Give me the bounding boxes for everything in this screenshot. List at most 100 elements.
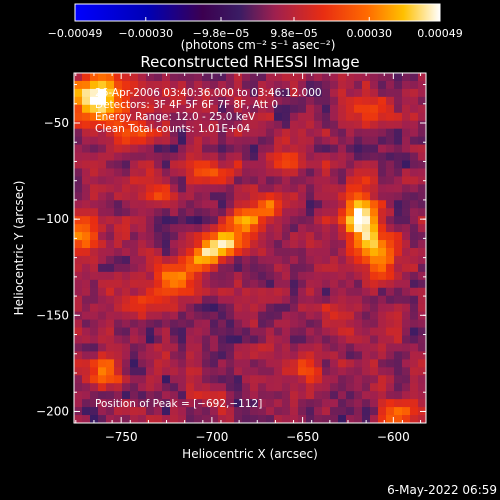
heatmap-cell (394, 303, 403, 313)
heatmap-cell (154, 88, 163, 98)
heatmap-cell (410, 160, 419, 170)
heatmap-cell (274, 216, 283, 225)
heatmap-cell (338, 295, 347, 305)
heatmap-cell (138, 295, 147, 305)
heatmap-cell (330, 335, 339, 345)
heatmap-cell (194, 407, 203, 416)
heatmap-cell (218, 351, 227, 360)
heatmap-cell (146, 399, 155, 408)
heatmap-cell (378, 136, 387, 146)
heatmap-cell (410, 232, 419, 241)
heatmap-cell (346, 224, 355, 233)
heatmap-cell (378, 391, 387, 400)
heatmap-cell (250, 208, 259, 217)
heatmap-cell (322, 80, 331, 90)
heatmap-cell (402, 279, 411, 289)
heatmap-cell (282, 73, 291, 82)
heatmap-cell (370, 112, 379, 122)
heatmap-cell (122, 192, 131, 201)
heatmap-cell (130, 192, 139, 201)
heatmap-cell (138, 184, 147, 193)
annotation-time-range: 26-Apr-2006 03:40:36.000 to 03:46:12.000 (95, 87, 322, 99)
heatmap-cell (290, 415, 299, 423)
heatmap-cell (250, 73, 259, 82)
heatmap-cell (258, 136, 267, 146)
heatmap-cell (290, 240, 299, 249)
heatmap-cell (186, 120, 195, 130)
heatmap-cell (370, 168, 379, 177)
heatmap-cell (194, 112, 203, 122)
heatmap-cell (354, 391, 363, 400)
heatmap-cell (114, 216, 123, 225)
heatmap-cell (146, 295, 155, 305)
heatmap-cell (146, 263, 155, 273)
heatmap-cell (154, 80, 163, 90)
heatmap-image (74, 73, 426, 423)
heatmap-cell (370, 96, 379, 106)
heatmap-cell (362, 375, 371, 384)
heatmap-cell (330, 80, 339, 90)
heatmap-cell (250, 287, 259, 297)
heatmap-cell (226, 112, 235, 122)
heatmap-cell (114, 375, 123, 384)
heatmap-cell (306, 311, 315, 321)
heatmap-cell (370, 255, 379, 265)
heatmap-cell (362, 327, 371, 337)
heatmap-cell (154, 73, 163, 82)
heatmap-cell (178, 112, 187, 122)
heatmap-cell (370, 208, 379, 217)
heatmap-cell (130, 224, 139, 233)
heatmap-cell (266, 319, 275, 329)
heatmap-cell (74, 160, 83, 170)
heatmap-cell (290, 73, 299, 82)
heatmap-cell (306, 104, 315, 114)
heatmap-cell (322, 160, 331, 170)
heatmap-cell (98, 311, 107, 321)
heatmap-cell (170, 136, 179, 146)
heatmap-cell (146, 232, 155, 241)
heatmap-cell (146, 375, 155, 384)
heatmap-cell (402, 335, 411, 345)
heatmap-cell (418, 104, 426, 114)
heatmap-cell (394, 311, 403, 321)
heatmap-cell (370, 104, 379, 114)
heatmap-cell (258, 367, 267, 376)
heatmap-cell (82, 128, 91, 138)
heatmap-cell (282, 224, 291, 233)
heatmap-cell (338, 271, 347, 281)
heatmap-cell (298, 295, 307, 305)
heatmap-cell (178, 319, 187, 329)
heatmap-cell (178, 144, 187, 154)
heatmap-cell (314, 224, 323, 233)
heatmap-cell (402, 160, 411, 170)
heatmap-cell (82, 279, 91, 289)
heatmap-cell (378, 232, 387, 241)
heatmap-cell (130, 112, 139, 122)
heatmap-cell (314, 232, 323, 241)
heatmap-cell (258, 96, 267, 106)
heatmap-cell (394, 104, 403, 114)
heatmap-cell (282, 263, 291, 273)
heatmap-cell (394, 176, 403, 185)
heatmap-cell (178, 192, 187, 201)
heatmap-cell (114, 168, 123, 177)
heatmap-cell (378, 216, 387, 225)
heatmap-cell (98, 184, 107, 193)
heatmap-cell (122, 240, 131, 249)
heatmap-cell (378, 311, 387, 321)
heatmap-cell (322, 311, 331, 321)
heatmap-cell (242, 152, 251, 162)
heatmap-cell (370, 335, 379, 345)
heatmap-cell (186, 327, 195, 337)
heatmap-cell (138, 375, 147, 384)
heatmap-cell (338, 160, 347, 170)
heatmap-cell (194, 319, 203, 329)
heatmap-cell (330, 112, 339, 122)
heatmap-cell (218, 216, 227, 225)
heatmap-cell (282, 232, 291, 241)
heatmap-cell (154, 391, 163, 400)
heatmap-cell (258, 407, 267, 416)
heatmap-cell (378, 383, 387, 392)
heatmap-cell (154, 136, 163, 146)
colorbar: −0.00049 −0.00030 −9.8e−05 9.8e−05 0.00030 0.… (48, 3, 463, 52)
